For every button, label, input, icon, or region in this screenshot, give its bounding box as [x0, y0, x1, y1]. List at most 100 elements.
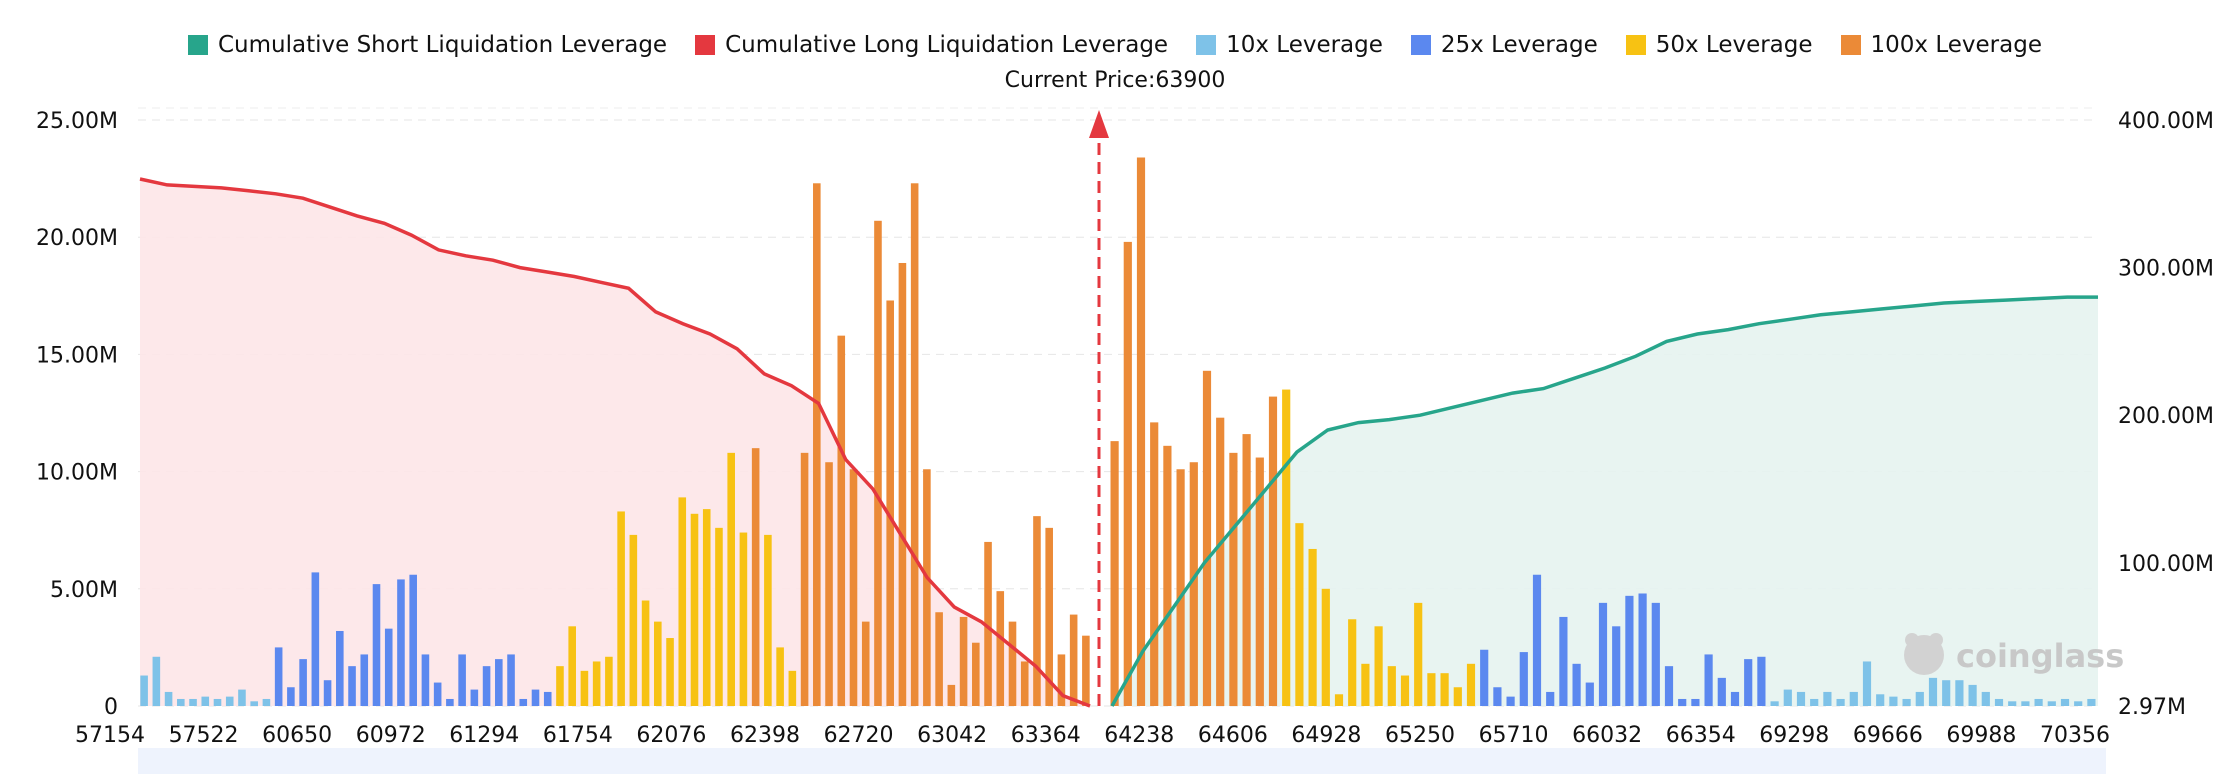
x-tick-label: 61754: [543, 723, 613, 745]
leverage-bar: [972, 642, 980, 706]
leverage-bar: [2021, 701, 2030, 706]
leverage-bar: [1559, 616, 1568, 706]
y-right-tick-label: 400.00M: [2118, 109, 2214, 134]
y-left-tick-label: 20.00M: [36, 226, 118, 251]
leverage-bar: [935, 612, 943, 706]
legend-item-25x[interactable]: 25x Leverage: [1410, 32, 1598, 58]
x-tick-label: 64606: [1198, 723, 1268, 745]
leverage-bar: [1163, 445, 1172, 706]
leverage-bar: [1216, 417, 1225, 706]
leverage-bar: [910, 183, 919, 707]
leverage-bar: [201, 696, 210, 706]
legend-label: 25x Leverage: [1440, 32, 1598, 58]
leverage-bar: [751, 448, 760, 706]
x-tick-label: 60650: [262, 723, 332, 745]
leverage-bar: [556, 666, 564, 706]
leverage-bar: [1691, 698, 1700, 706]
x-tick-label: 65250: [1385, 723, 1455, 745]
legend-item-10x[interactable]: 10x Leverage: [1196, 32, 1383, 58]
leverage-bar: [140, 675, 148, 706]
leverage-bar: [605, 656, 613, 706]
leverage-bar: [1295, 523, 1304, 706]
x-tick-label: 62398: [730, 723, 800, 745]
leverage-bar: [360, 654, 369, 706]
x-tick-label: 66354: [1666, 723, 1736, 745]
y-left-tick-label: 5.00M: [50, 578, 118, 603]
leverage-bar: [1704, 654, 1713, 706]
legend-item-100x[interactable]: 100x Leverage: [1840, 32, 2042, 58]
leverage-bar: [1242, 434, 1251, 706]
x-tick-label: 69666: [1853, 723, 1923, 745]
leverage-bar: [1110, 441, 1119, 706]
x-tick-label: 60972: [356, 723, 426, 745]
x-tick-label: 63364: [1011, 723, 1081, 745]
leverage-bar: [225, 696, 234, 706]
leverage-bar: [2087, 698, 2096, 706]
coinglass-watermark: coinglass: [1956, 637, 2124, 675]
leverage-bar: [1651, 602, 1660, 706]
legend-swatch: [1840, 35, 1861, 55]
leverage-bar: [152, 656, 161, 706]
leverage-bar: [715, 527, 723, 706]
y-left-tick-label: 15.00M: [36, 343, 118, 368]
leverage-bar: [1414, 602, 1423, 706]
leverage-bar: [1757, 656, 1766, 706]
short-liquidation-area: [1112, 297, 2098, 706]
leverage-bar: [1744, 659, 1753, 706]
leverage-bar: [861, 621, 870, 706]
leverage-bar: [470, 689, 479, 706]
leverage-bar: [947, 684, 956, 706]
leverage-bar: [1321, 588, 1330, 706]
leverage-bar: [1664, 666, 1674, 706]
leverage-bar: [1638, 593, 1647, 706]
leverage-bar: [813, 183, 821, 707]
x-tick-label: 64238: [1104, 723, 1174, 745]
legend-label: Cumulative Long Liquidation Leverage: [725, 32, 1169, 58]
leverage-bar: [1361, 663, 1370, 706]
legend-item-short[interactable]: Cumulative Short Liquidation Leverage: [188, 32, 667, 58]
leverage-bar: [1082, 635, 1090, 706]
leverage-bar: [1730, 691, 1740, 706]
leverage-bar: [543, 691, 552, 706]
leverage-bar: [837, 335, 846, 706]
long-liquidation-area: [140, 179, 1090, 706]
x-tick-label: 70356: [2040, 723, 2110, 745]
leverage-bar: [702, 509, 711, 706]
leverage-bar: [959, 616, 968, 706]
leverage-bar: [1400, 675, 1410, 706]
leverage-bar: [409, 574, 417, 706]
legend-item-long[interactable]: Cumulative Long Liquidation Leverage: [695, 32, 1168, 58]
leverage-bar: [287, 687, 295, 706]
leverage-bar: [1678, 698, 1687, 706]
leverage-bar: [984, 541, 992, 706]
leverage-bar: [1045, 527, 1053, 706]
leverage-bar: [1020, 661, 1029, 706]
leverage-bar: [764, 534, 772, 706]
leverage-bar: [727, 452, 735, 706]
leverage-bar: [1823, 691, 1832, 706]
leverage-bar: [2047, 701, 2056, 706]
leverage-bar: [1532, 574, 1542, 706]
leverage-bar: [1033, 516, 1041, 706]
leverage-bar: [274, 647, 283, 706]
leverage-bar: [2074, 701, 2083, 706]
chart-range-scrollbar[interactable]: [138, 748, 2106, 774]
leverage-bar: [1229, 452, 1238, 706]
leverage-bar: [311, 572, 320, 706]
leverage-bar: [1008, 621, 1017, 706]
leverage-bar: [507, 654, 515, 706]
leverage-bar: [1519, 652, 1528, 706]
leverage-bar: [1770, 701, 1779, 706]
leverage-bar: [1968, 684, 1977, 706]
leverage-bar: [1796, 691, 1806, 706]
leverage-bar: [666, 638, 674, 706]
leverage-bar: [1069, 614, 1078, 706]
leverage-bar: [348, 666, 356, 706]
leverage-bar: [825, 462, 833, 706]
legend-label: 10x Leverage: [1226, 32, 1383, 58]
legend-item-50x[interactable]: 50x Leverage: [1625, 32, 1813, 58]
leverage-bar: [1308, 548, 1317, 706]
leverage-bar: [617, 511, 625, 706]
leverage-bar: [1572, 663, 1581, 706]
leverage-bar: [1585, 682, 1594, 706]
